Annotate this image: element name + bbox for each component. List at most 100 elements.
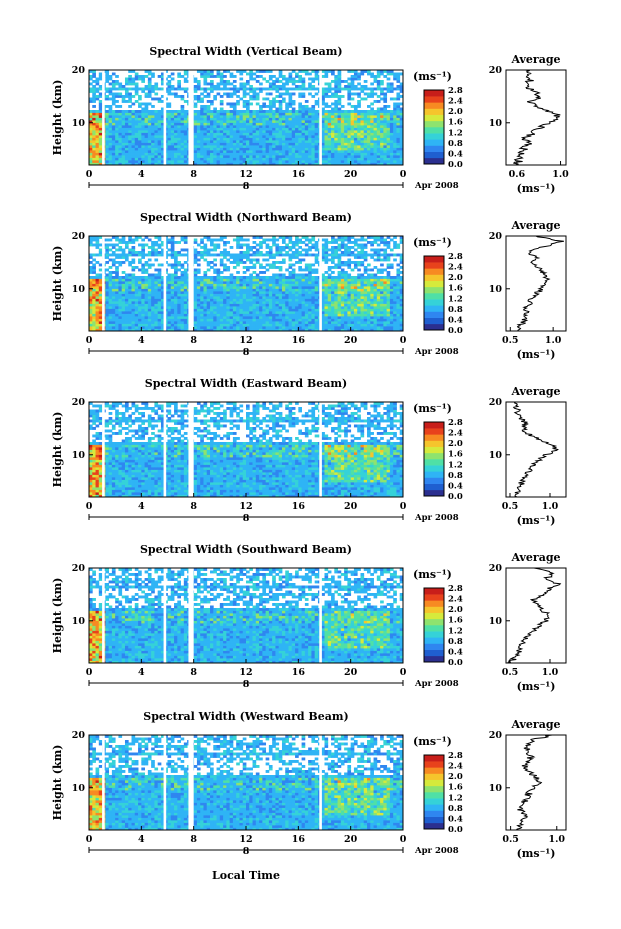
average-x-tick-label: 1.0 bbox=[552, 169, 569, 180]
x-tick-label: 0 bbox=[400, 501, 407, 512]
colorbar-tick-label: 1.6 bbox=[448, 118, 463, 128]
data-gap bbox=[319, 735, 322, 830]
colorbar-segment bbox=[424, 422, 444, 429]
average-x-tick-label: 0.5 bbox=[502, 501, 519, 512]
x-tick-label: 16 bbox=[292, 169, 306, 180]
panel-title: Spectral Width (Southward Beam) bbox=[140, 543, 352, 556]
colorbar-tick-label: 0.4 bbox=[448, 149, 463, 159]
average-y-tick-label: 20 bbox=[489, 65, 503, 76]
x-tick-label: 16 bbox=[292, 667, 306, 678]
colorbar-segment bbox=[424, 810, 444, 817]
x-tick-label: 4 bbox=[138, 501, 145, 512]
colorbar-segment bbox=[424, 293, 444, 300]
average-x-tick-label: 0.5 bbox=[502, 834, 519, 845]
colorbar-segment bbox=[424, 773, 444, 780]
colorbar-tick-label: 0.8 bbox=[448, 139, 463, 149]
y-tick-label: 10 bbox=[72, 450, 86, 461]
colorbar-tick-label: 2.0 bbox=[448, 107, 463, 117]
data-gap bbox=[102, 70, 105, 165]
x-tick-label: 0 bbox=[400, 169, 407, 180]
x-tick-label: 20 bbox=[344, 169, 358, 180]
y-axis-label: Height (km) bbox=[51, 80, 64, 156]
heatmap bbox=[89, 70, 404, 166]
colorbar-segment bbox=[424, 618, 444, 626]
average-x-tick-label: 0.6 bbox=[509, 169, 526, 180]
average-y-tick-label: 10 bbox=[489, 616, 503, 627]
data-gap bbox=[102, 568, 105, 663]
average-x-tick-label: 1.0 bbox=[542, 667, 559, 678]
colorbar-segment bbox=[424, 798, 444, 805]
y-tick-label: 20 bbox=[72, 730, 86, 741]
x-tick-label: 0 bbox=[86, 501, 93, 512]
average-y-tick-label: 10 bbox=[489, 783, 503, 794]
data-gap bbox=[188, 402, 194, 497]
colorbar-tick-label: 2.4 bbox=[448, 429, 463, 439]
colorbar-segment bbox=[424, 317, 444, 325]
colorbar-segment bbox=[424, 446, 444, 454]
colorbar-segment bbox=[424, 600, 444, 607]
data-gap bbox=[188, 70, 194, 165]
colorbar-segment bbox=[424, 465, 444, 472]
data-gap bbox=[188, 236, 194, 331]
colorbar-segment bbox=[424, 655, 444, 663]
average-y-tick-label: 20 bbox=[489, 563, 503, 574]
average-x-tick-label: 0.5 bbox=[502, 667, 519, 678]
colorbar-unit: (ms⁻¹) bbox=[413, 735, 452, 748]
average-title: Average bbox=[510, 219, 560, 232]
colorbar-segment bbox=[424, 133, 444, 140]
colorbar-segment bbox=[424, 108, 444, 115]
x-tick-label: 0 bbox=[400, 667, 407, 678]
heatmap bbox=[89, 236, 404, 332]
date-label: Apr 2008 bbox=[414, 679, 459, 689]
colorbar-tick-label: 2.8 bbox=[448, 86, 463, 96]
colorbar-segment bbox=[424, 822, 444, 830]
colorbar-tick-label: 1.2 bbox=[448, 460, 463, 470]
average-x-label: (ms⁻¹) bbox=[517, 514, 556, 527]
x-tick-label: 0 bbox=[86, 335, 93, 346]
colorbar-segment bbox=[424, 120, 444, 128]
average-x-tick-label: 0.5 bbox=[502, 335, 519, 346]
date-day-label: 8 bbox=[243, 347, 250, 358]
x-tick-label: 12 bbox=[239, 501, 252, 512]
heatmap bbox=[89, 568, 404, 664]
average-y-tick-label: 20 bbox=[489, 397, 503, 408]
colorbar-frame bbox=[423, 587, 445, 663]
colorbar-segment bbox=[424, 785, 444, 793]
panel-title: Spectral Width (Northward Beam) bbox=[140, 211, 352, 224]
average-frame bbox=[505, 567, 567, 664]
colorbar-segment bbox=[424, 286, 444, 294]
colorbar-tick-label: 0.0 bbox=[448, 658, 463, 668]
y-tick-label: 20 bbox=[72, 397, 86, 408]
colorbar-segment bbox=[424, 792, 444, 799]
colorbar-segment bbox=[424, 477, 444, 484]
x-tick-label: 16 bbox=[292, 335, 306, 346]
colorbar-frame bbox=[423, 255, 445, 331]
colorbar-segment bbox=[424, 151, 444, 159]
colorbar-tick-label: 1.6 bbox=[448, 783, 463, 793]
average-frame bbox=[505, 734, 567, 831]
colorbar-segment bbox=[424, 761, 444, 768]
average-y-tick-label: 20 bbox=[489, 231, 503, 242]
average-x-label: (ms⁻¹) bbox=[517, 847, 556, 860]
data-gap bbox=[163, 236, 167, 331]
colorbar-segment bbox=[424, 323, 444, 331]
colorbar-tick-label: 0.8 bbox=[448, 804, 463, 814]
average-frame bbox=[505, 69, 567, 166]
colorbar-segment bbox=[424, 452, 444, 460]
colorbar-segment bbox=[424, 157, 444, 165]
colorbar-tick-label: 2.4 bbox=[448, 595, 463, 605]
date-label: Apr 2008 bbox=[414, 846, 459, 856]
data-gap bbox=[163, 568, 167, 663]
x-tick-label: 0 bbox=[400, 834, 407, 845]
x-tick-label: 4 bbox=[138, 834, 145, 845]
colorbar-segment bbox=[424, 588, 444, 595]
x-tick-label: 20 bbox=[344, 834, 358, 845]
colorbar-tick-label: 2.8 bbox=[448, 418, 463, 428]
colorbar-segment bbox=[424, 299, 444, 306]
x-tick-label: 12 bbox=[239, 667, 252, 678]
colorbar-segment bbox=[424, 274, 444, 281]
average-profile-line bbox=[506, 567, 562, 664]
average-profile-line bbox=[516, 235, 564, 332]
colorbar-segment bbox=[424, 471, 444, 478]
colorbar-tick-label: 0.8 bbox=[448, 637, 463, 647]
